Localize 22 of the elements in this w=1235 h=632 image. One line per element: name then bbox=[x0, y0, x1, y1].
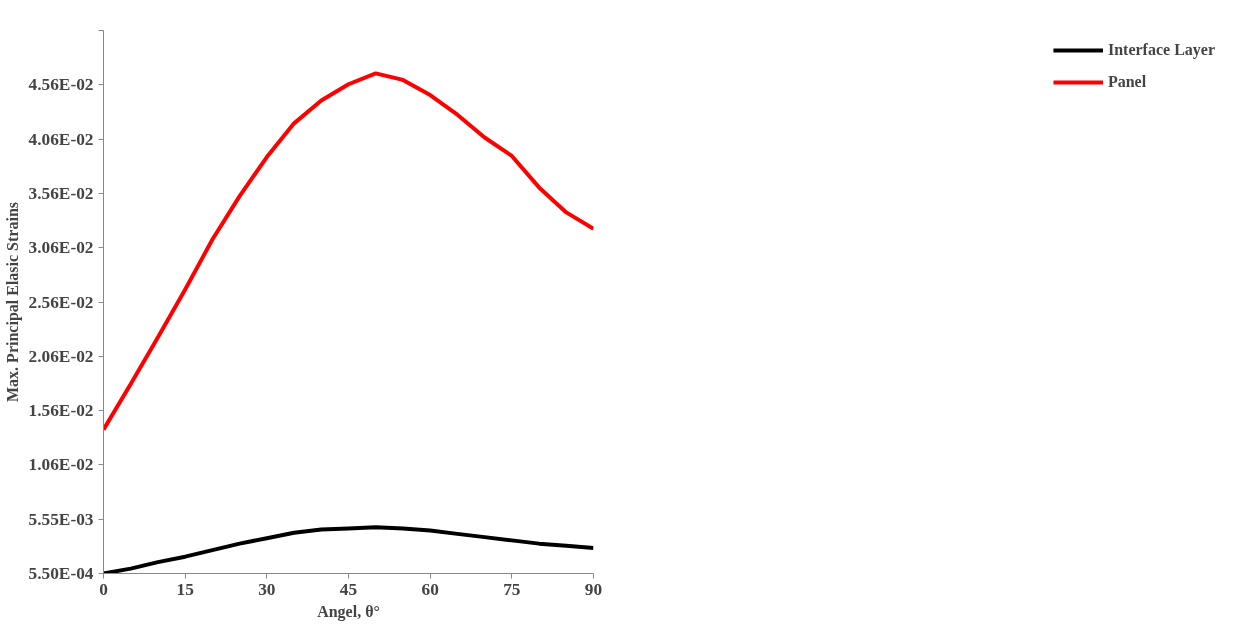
x-tick-label: 90 bbox=[584, 579, 603, 599]
y-tick-label: 5.55E-03 bbox=[28, 509, 94, 529]
x-tick-label: 0 bbox=[99, 579, 108, 599]
y-tick-label: 2.06E-02 bbox=[28, 346, 94, 366]
y-tick-label: 1.56E-02 bbox=[28, 401, 94, 421]
y-tick-label: 4.56E-02 bbox=[28, 75, 94, 95]
y-tick-label: 2.56E-02 bbox=[28, 292, 94, 312]
x-tick-label: 45 bbox=[339, 579, 358, 599]
line-series bbox=[103, 71, 594, 432]
y-axis-title: Max. Principal Elasic Strains bbox=[3, 202, 22, 402]
y-tick-label: 3.56E-02 bbox=[28, 183, 94, 203]
y-tick-label: 4.06E-02 bbox=[28, 129, 94, 149]
x-tick-label: 60 bbox=[421, 579, 439, 599]
legend-label: Panel bbox=[1107, 73, 1147, 91]
x-tick-label: 30 bbox=[258, 579, 276, 599]
x-axis-title: Angel, θ° bbox=[317, 602, 380, 621]
legend-label: Interface Layer bbox=[1107, 41, 1215, 59]
y-tick-label: 5.50E-04 bbox=[28, 564, 94, 583]
x-tick-label: 15 bbox=[176, 579, 195, 599]
y-tick-label: 3.06E-02 bbox=[28, 238, 94, 258]
x-tick-label: 75 bbox=[503, 579, 521, 599]
y-tick-label: 1.06E-02 bbox=[28, 455, 94, 475]
